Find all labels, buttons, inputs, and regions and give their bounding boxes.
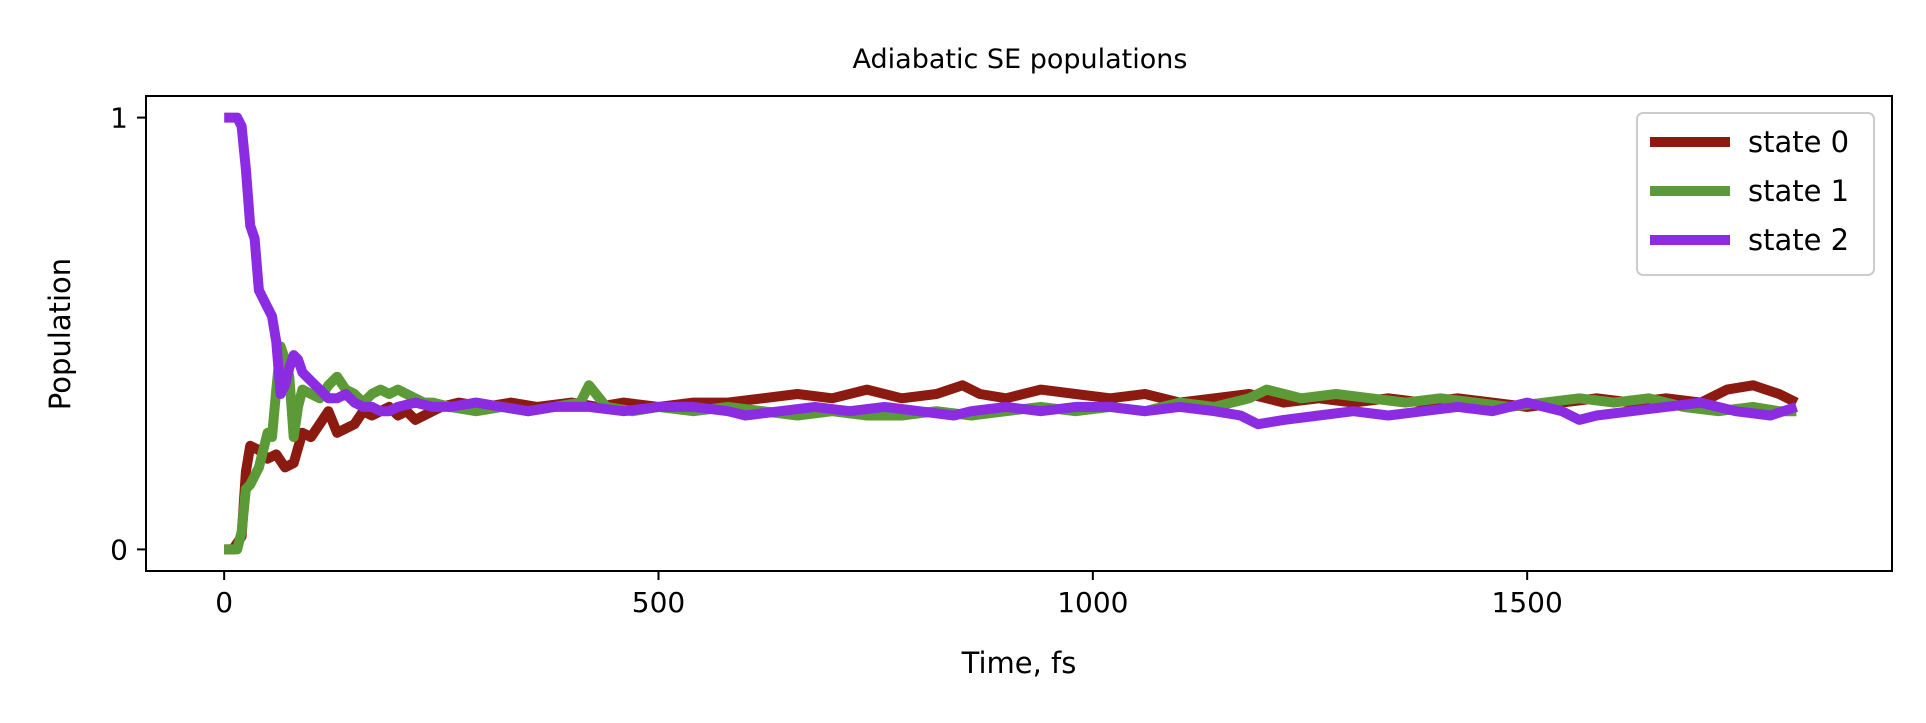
plot-area xyxy=(145,95,1893,572)
y-tick-label: 1 xyxy=(110,102,128,135)
chart-title: Adiabatic SE populations xyxy=(853,44,1188,75)
series-layer xyxy=(224,112,1799,555)
y-axis-ticks: 01 xyxy=(110,102,146,566)
y-axis-label: Population xyxy=(43,258,77,410)
x-axis-label: Time, fs xyxy=(961,646,1077,680)
plot-frame xyxy=(145,95,1893,572)
legend-box xyxy=(1636,112,1875,276)
x-tick-label: 500 xyxy=(632,586,685,619)
legend-label-state-0: state 0 xyxy=(1748,125,1849,159)
x-axis-ticks: 0 500 1000 1500 xyxy=(215,571,1563,619)
y-tick-label: 0 xyxy=(110,533,128,566)
series-line-state-2 xyxy=(224,112,1798,430)
legend-label-state-2: state 2 xyxy=(1748,223,1849,257)
x-tick-label: 1500 xyxy=(1492,586,1563,619)
legend-label-state-1: state 1 xyxy=(1748,174,1849,208)
legend-items: state 0 state 1 state 2 xyxy=(1650,125,1849,257)
series-line-state-1 xyxy=(224,341,1797,555)
x-tick-label: 1000 xyxy=(1057,586,1128,619)
x-tick-label: 0 xyxy=(215,586,233,619)
legend: state 0 state 1 state 2 xyxy=(1636,112,1875,276)
